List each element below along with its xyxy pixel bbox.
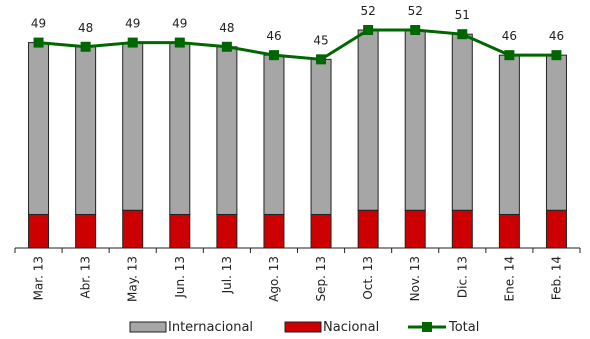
total-marker [410,25,421,35]
bar-nacional [357,209,379,249]
x-tick-label: May. 13 [126,256,140,302]
data-label: 45 [313,33,328,47]
data-label: 48 [219,21,234,35]
data-label: 46 [549,29,564,43]
total-marker [80,41,91,52]
legend-label-total: Total [448,320,479,335]
total-marker [363,25,374,35]
data-label: 49 [172,17,187,31]
bar-internacional [498,54,520,215]
x-tick-labels-layer: Mar. 13 Abr. 13 May. 13 Jun. 13 Jul. 13 Ago. … [32,256,564,302]
bar-nacional [498,213,520,249]
total-marker [33,37,44,48]
data-labels-layer: 49 48 49 49 48 46 45 52 52 51 46 46 [31,4,564,47]
x-tick-label: Sep. 13 [314,256,328,302]
data-label: 52 [408,4,423,18]
bar-nacional [28,213,50,249]
total-marker [551,50,562,61]
bar-internacional [357,29,379,211]
data-label: 51 [455,8,470,22]
total-marker [316,54,327,65]
data-label: 48 [78,21,93,35]
bar-nacional [404,209,426,249]
bar-nacional [216,213,238,249]
x-tick-label: Abr. 13 [79,256,93,299]
legend: Internacional Nacional Total [129,320,479,335]
bar-internacional [545,54,567,211]
total-marker [268,50,279,61]
x-tick-label: Ene. 14 [502,256,516,301]
legend-swatch-internacional [129,321,167,333]
legend-label-internacional: Internacional [168,320,253,335]
legend-label-nacional: Nacional [323,320,379,335]
x-tick-label: Feb. 14 [549,256,563,300]
bars-layer [28,29,567,249]
bar-internacional [263,54,285,215]
data-label: 46 [502,29,517,43]
total-line-layer [33,25,562,65]
bar-nacional [545,209,567,249]
bar-nacional [122,209,144,249]
bar-internacional [28,42,50,215]
total-marker [504,50,515,61]
bar-internacional [169,42,191,215]
data-label: 46 [266,29,281,43]
bar-internacional [75,46,97,215]
total-line [38,28,557,61]
x-tick-label: Mar. 13 [32,256,46,300]
bar-internacional [122,42,144,211]
data-label: 52 [360,4,375,18]
total-marker [457,29,468,40]
bar-nacional [169,213,191,249]
x-tick-label: Nov. 13 [408,256,422,301]
x-tick-label: Jul. 13 [220,256,234,294]
legend-swatch-nacional [284,321,322,333]
bar-internacional [404,29,426,211]
x-tick-label: Jun. 13 [173,256,187,299]
bar-internacional [451,33,473,211]
x-tick-label: Ago. 13 [267,256,281,302]
x-ticks-layer [14,248,581,253]
total-marker [127,37,138,48]
data-label: 49 [125,17,140,31]
bar-nacional [263,213,285,249]
bar-internacional [216,46,238,215]
x-tick-label: Oct. 13 [361,256,375,300]
total-marker [221,41,232,52]
bar-nacional [310,213,332,249]
data-label: 49 [31,17,46,31]
bar-internacional [310,58,332,215]
bar-nacional [75,213,97,249]
total-marker [174,37,185,48]
x-tick-label: Dic. 13 [455,256,469,298]
legend-marker-total [422,322,432,332]
bar-nacional [451,209,473,249]
